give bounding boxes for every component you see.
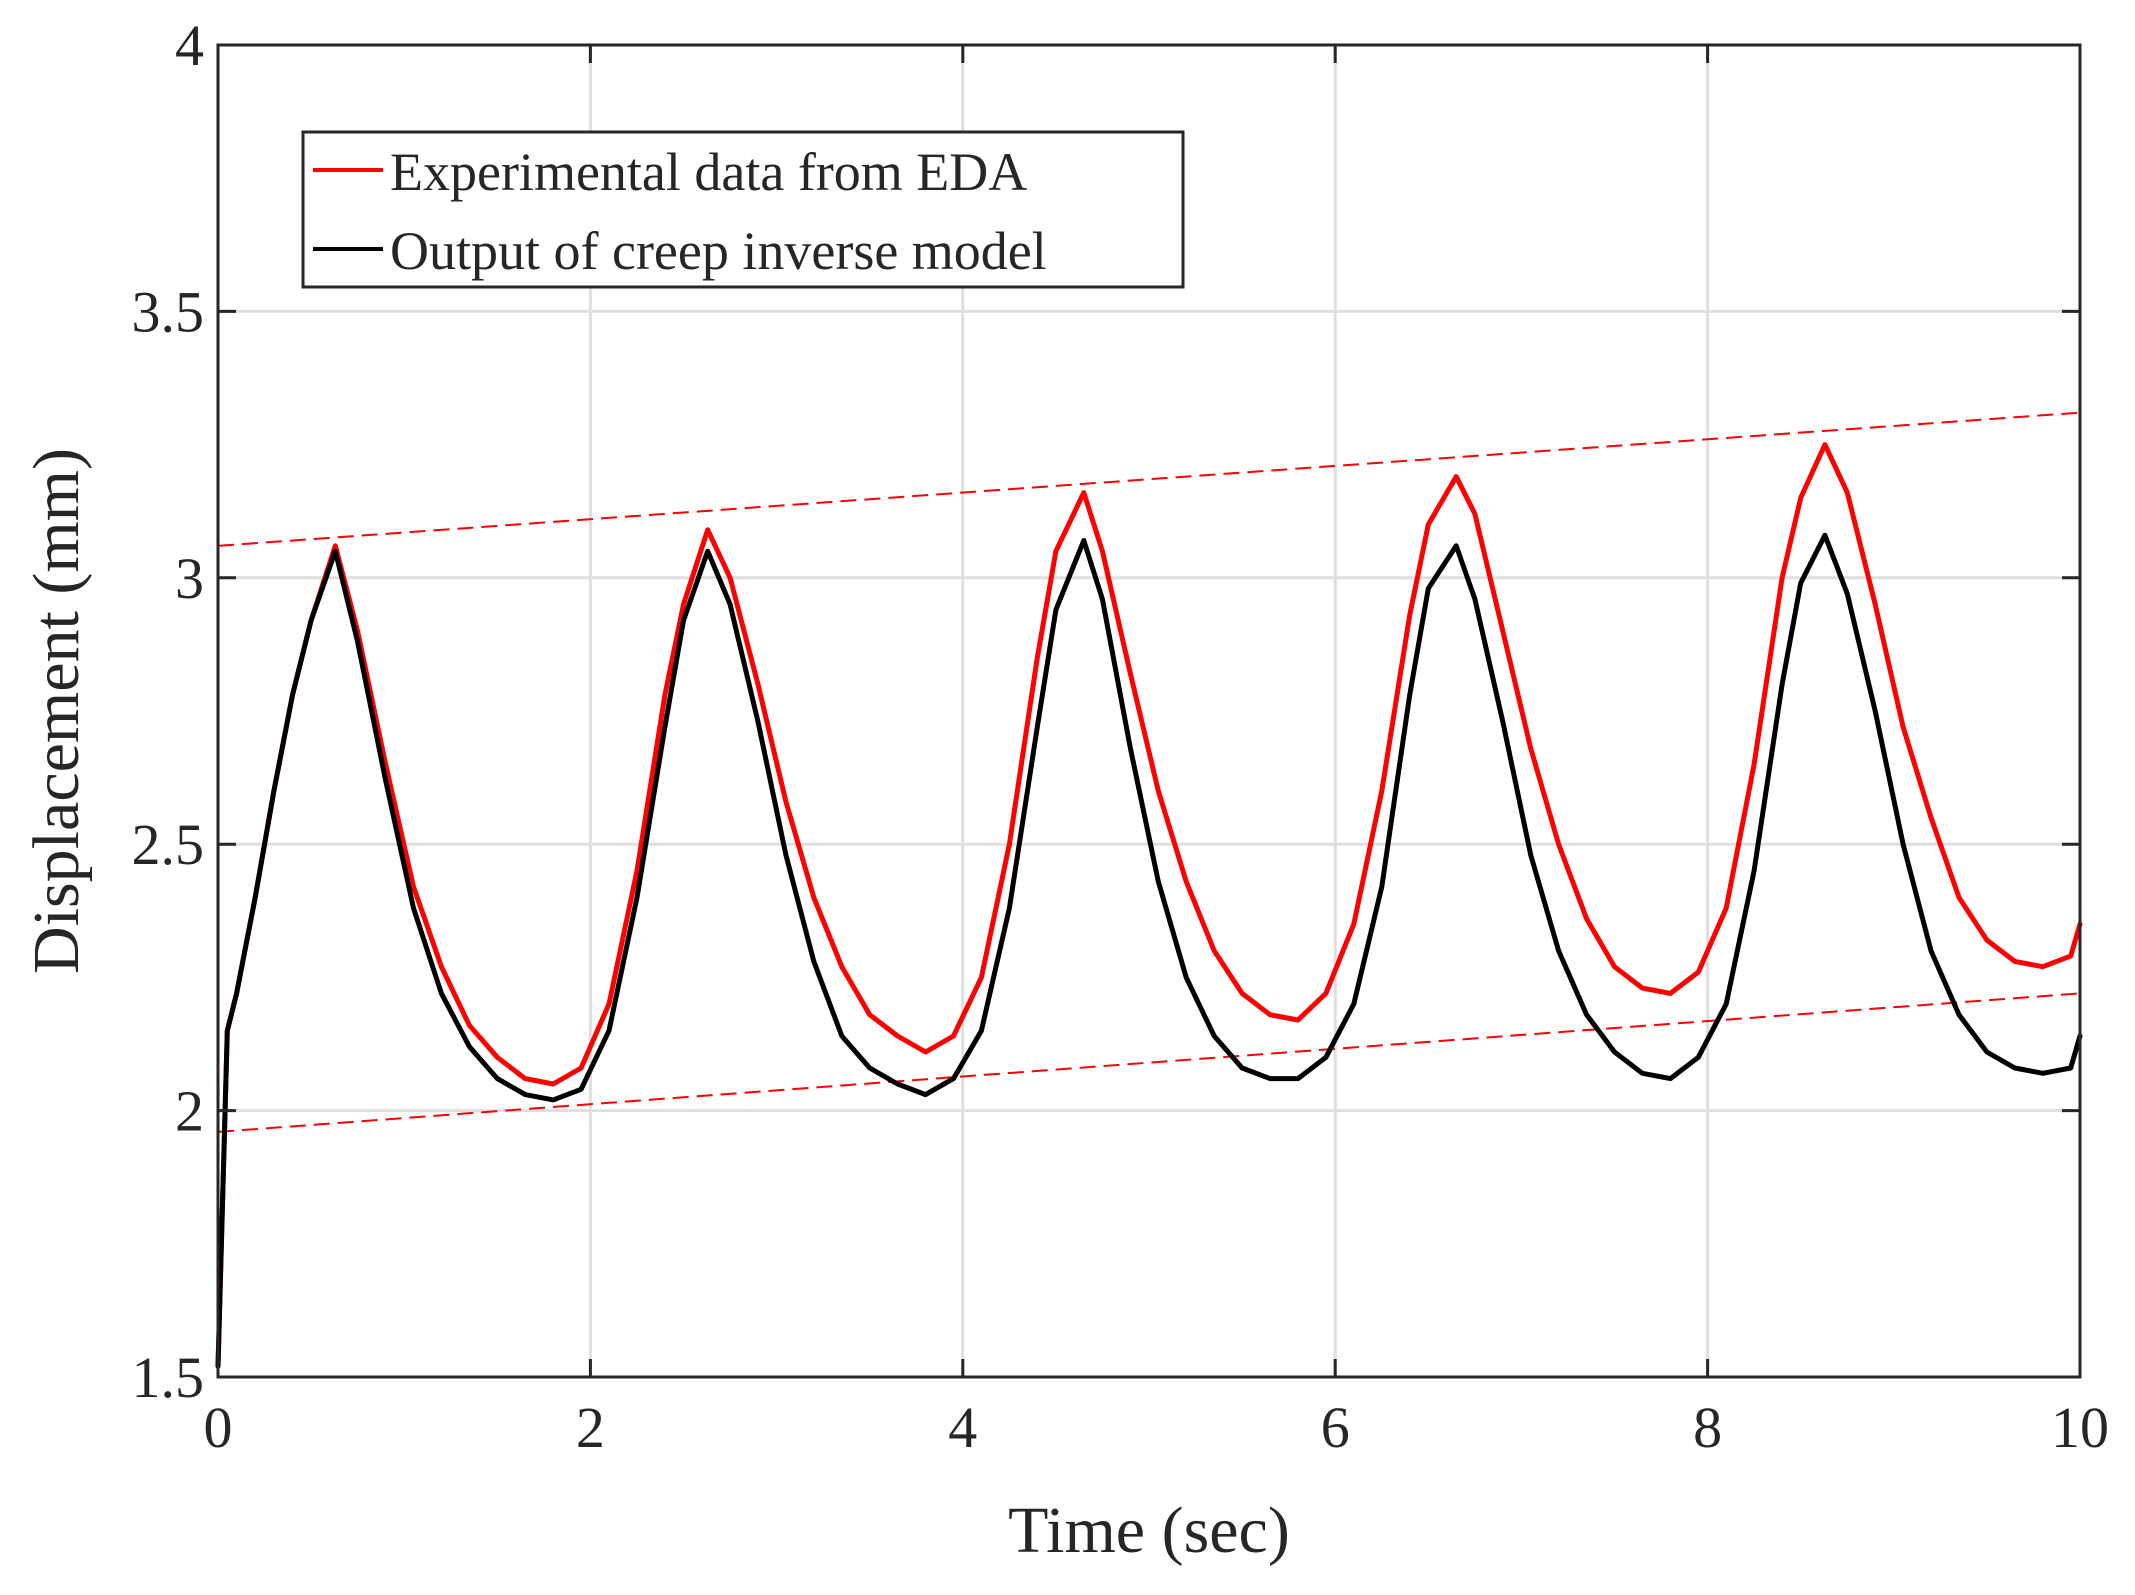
legend-box bbox=[301, 130, 1185, 289]
x-tick-label: 10 bbox=[2051, 1395, 2109, 1460]
x-tick-label: 2 bbox=[576, 1395, 605, 1460]
y-tick-label: 1.5 bbox=[132, 1345, 205, 1410]
series-line-inverse-model bbox=[215, 532, 2083, 1369]
y-tick-label: 3.5 bbox=[132, 279, 205, 344]
y-axis-title: Displacement (mm) bbox=[20, 448, 93, 974]
x-axis-title: Time (sec) bbox=[1008, 1494, 1290, 1567]
x-tick-label: 0 bbox=[204, 1395, 233, 1460]
x-tick-label: 6 bbox=[1321, 1395, 1350, 1460]
y-tick-label: 2.5 bbox=[132, 812, 205, 877]
legend: Experimental data from EDA Output of cre… bbox=[301, 130, 1185, 289]
y-tick-label: 4 bbox=[175, 13, 204, 78]
series-line-experimental bbox=[215, 442, 2083, 1369]
legend-label-inverse-model: Output of creep inverse model bbox=[390, 221, 1047, 281]
y-tick-label: 2 bbox=[175, 1079, 204, 1144]
x-tick-label: 4 bbox=[948, 1395, 977, 1460]
plot-frame bbox=[216, 43, 2082, 1379]
y-tick-label: 3 bbox=[175, 546, 204, 611]
legend-label-experimental: Experimental data from EDA bbox=[390, 142, 1027, 202]
x-tick-label: 8 bbox=[1693, 1395, 1722, 1460]
series-lines bbox=[215, 442, 2083, 1369]
axis-ticks: 0 2 4 6 8 10 1.5 2 2.5 3 3.5 4 bbox=[132, 13, 2110, 1460]
